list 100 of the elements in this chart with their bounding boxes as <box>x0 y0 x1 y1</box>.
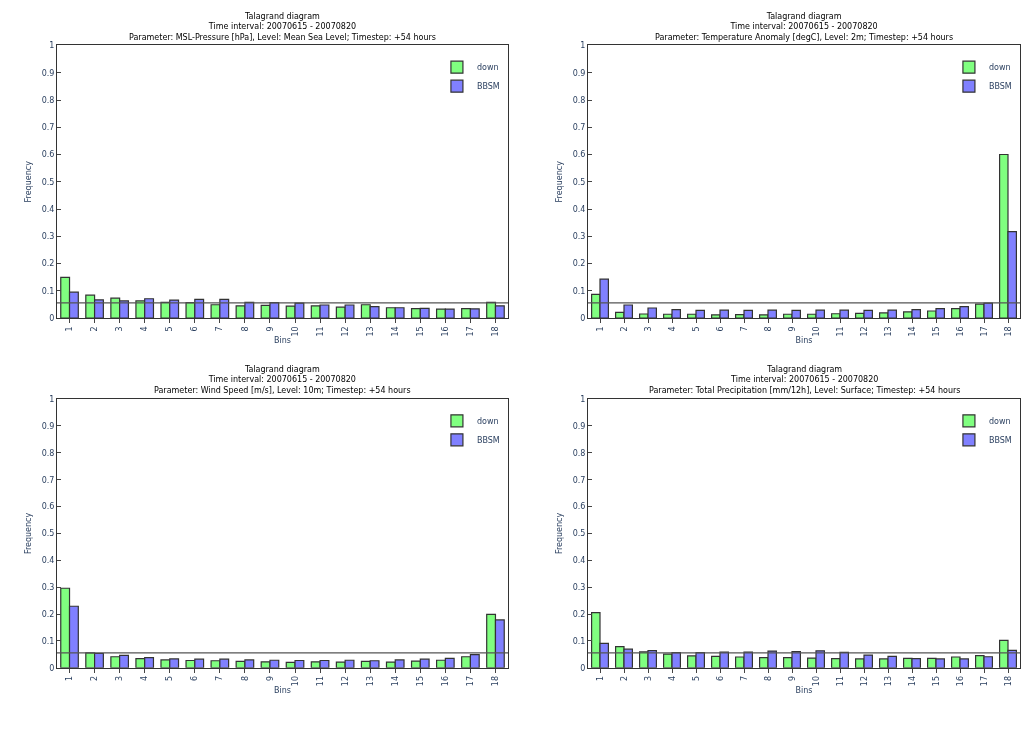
x-tick-label: 14 <box>907 326 917 337</box>
y-tick-label: 0.8 <box>41 448 55 458</box>
x-tick-label: 6 <box>715 326 725 332</box>
x-tick-label: 5 <box>691 326 701 332</box>
x-tick-label: 16 <box>440 675 450 687</box>
y-tick-label: 0.5 <box>41 177 55 187</box>
y-axis-title: Frequency <box>24 512 34 555</box>
y-tick-label: 0.1 <box>572 636 586 646</box>
chart-title: Talagrand diagram <box>766 365 843 374</box>
y-tick-label: 0 <box>49 313 55 323</box>
x-tick-label: 5 <box>165 326 175 332</box>
y-tick-label: 0.9 <box>572 68 586 78</box>
y-tick-label: 0.4 <box>572 204 586 214</box>
x-tick-label: 10 <box>811 675 821 687</box>
y-tick-label: 0.5 <box>572 529 586 539</box>
x-tick-label: 13 <box>883 675 893 687</box>
legend-label: down <box>476 63 499 73</box>
x-tick-label: 7 <box>215 326 225 332</box>
x-tick-label: 8 <box>763 326 773 332</box>
legend-label: down <box>476 416 499 426</box>
y-tick-label: 0.4 <box>41 556 55 566</box>
y-tick-label: 1 <box>49 394 55 404</box>
x-tick-label: 2 <box>619 326 629 332</box>
y-tick-label: 0 <box>49 663 55 673</box>
x-tick-label: 12 <box>340 326 350 337</box>
y-tick-label: 0.9 <box>41 68 55 78</box>
x-tick-label: 16 <box>955 675 965 687</box>
x-tick-label: 17 <box>466 326 476 337</box>
y-tick-label: 0.6 <box>572 150 586 160</box>
x-tick-label: 4 <box>140 675 150 682</box>
x-tick-label: 3 <box>643 326 653 332</box>
x-tick-label: 1 <box>595 675 605 682</box>
x-tick-label: 5 <box>691 675 701 682</box>
x-tick-label: 2 <box>90 326 100 332</box>
x-tick-label: 14 <box>390 675 400 687</box>
y-tick-label: 0.2 <box>572 259 586 269</box>
y-tick-label: 0.6 <box>572 502 586 512</box>
x-tick-label: 15 <box>415 675 425 687</box>
chart-title: Talagrand diagram <box>765 12 842 21</box>
y-tick-label: 0.4 <box>41 204 55 214</box>
legend-label: down <box>988 63 1011 73</box>
y-tick-label: 0.9 <box>572 421 586 431</box>
x-tick-label: 1 <box>65 326 75 332</box>
x-tick-label: 11 <box>835 326 845 337</box>
y-tick-label: 0.3 <box>41 582 55 592</box>
y-tick-label: 1 <box>49 41 55 51</box>
chart-subtitle: Time interval: 20070615 - 20070820 Parameter: Total Precipitation [mm/12h], Level: Surface; Timestep: +54 hours <box>649 375 961 395</box>
y-tick-label: 0.2 <box>41 259 55 269</box>
x-tick-label: 7 <box>739 326 749 332</box>
x-axis-title: Bins <box>274 336 291 346</box>
x-tick-label: 10 <box>290 675 300 687</box>
y-tick-label: 0 <box>580 313 586 323</box>
y-tick-label: 0.6 <box>41 502 55 512</box>
x-axis-title: Bins <box>795 336 813 346</box>
x-tick-label: 4 <box>667 675 677 682</box>
x-tick-label: 8 <box>240 675 250 682</box>
x-tick-label: 15 <box>415 326 425 337</box>
x-tick-label: 17 <box>979 675 989 687</box>
x-tick-label: 6 <box>190 326 200 332</box>
x-tick-label: 11 <box>315 675 325 687</box>
x-tick-label: 14 <box>907 675 917 687</box>
y-axis-title: Frequency <box>555 512 565 555</box>
x-tick-label: 12 <box>859 326 869 337</box>
x-tick-label: 2 <box>619 675 629 682</box>
x-tick-label: 9 <box>265 675 275 682</box>
x-tick-label: 9 <box>265 326 275 332</box>
x-tick-label: 1 <box>595 326 605 332</box>
x-tick-label: 15 <box>931 326 941 337</box>
y-tick-label: 0.2 <box>572 609 586 619</box>
x-tick-label: 12 <box>859 675 869 687</box>
x-tick-label: 5 <box>165 675 175 682</box>
y-tick-label: 0.8 <box>572 95 586 105</box>
y-tick-label: 0.1 <box>572 286 586 296</box>
x-tick-label: 16 <box>955 326 965 337</box>
x-tick-label: 13 <box>883 326 893 337</box>
y-tick-label: 0.1 <box>41 286 55 296</box>
y-tick-label: 0.2 <box>41 609 55 619</box>
chart-subtitle: Time interval: 20070615 - 20070820 Parameter: Temperature Anomaly [degC], Level: 2m; Timestep: +54 hours <box>655 22 954 42</box>
x-tick-label: 6 <box>715 675 725 682</box>
y-tick-label: 1 <box>580 394 586 404</box>
x-tick-label: 7 <box>215 675 225 682</box>
x-tick-label: 17 <box>466 675 476 687</box>
x-tick-label: 2 <box>90 675 100 682</box>
x-tick-label: 8 <box>763 675 773 682</box>
y-axis-title: Frequency <box>24 160 34 203</box>
legend-label: BBSM <box>476 435 500 445</box>
y-tick-label: 0.3 <box>572 582 586 592</box>
x-tick-label: 13 <box>365 675 375 687</box>
y-tick-label: 0.4 <box>572 556 586 566</box>
x-tick-label: 4 <box>140 326 150 332</box>
y-tick-label: 0.5 <box>41 529 55 539</box>
chart-subtitle: Time interval: 20070615 - 20070820 Parameter: Wind Speed [m/s], Level: 10m; Timestep: +54 hours <box>154 375 411 395</box>
x-tick-label: 17 <box>979 326 989 337</box>
chart-title: Talagrand diagram <box>244 12 321 21</box>
y-tick-label: 0.7 <box>41 123 55 133</box>
x-tick-label: 9 <box>787 326 797 332</box>
x-tick-label: 3 <box>643 675 653 682</box>
x-tick-label: 18 <box>491 675 501 687</box>
x-axis-title: Bins <box>795 686 813 696</box>
y-tick-label: 0.7 <box>572 123 586 133</box>
